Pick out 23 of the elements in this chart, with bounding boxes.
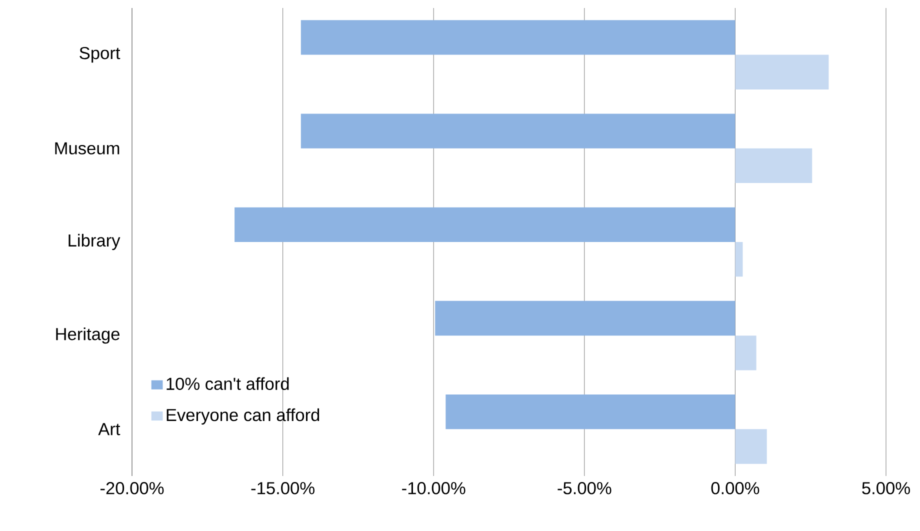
legend-label: 10% can't afford xyxy=(166,377,289,390)
bar xyxy=(735,148,812,184)
bar xyxy=(300,20,736,55)
bar xyxy=(735,242,743,277)
x-tick-label: -15.00% xyxy=(251,482,314,494)
bar xyxy=(735,429,767,464)
x-tick-label: 5.00% xyxy=(862,482,910,494)
y-tick-label: Library xyxy=(68,234,120,250)
legend-label: Everyone can afford xyxy=(166,408,320,425)
bar xyxy=(435,300,736,336)
y-tick-label: Heritage xyxy=(56,328,120,344)
x-tick-label: 0.00% xyxy=(711,482,760,494)
bar xyxy=(234,207,736,242)
bar xyxy=(300,114,736,148)
y-tick-label: Sport xyxy=(80,46,120,63)
x-tick-label: -20.00% xyxy=(100,482,164,494)
x-tick-label: -5.00% xyxy=(558,482,612,494)
bar xyxy=(735,54,829,90)
y-tick-label: Art xyxy=(98,423,120,436)
bar xyxy=(446,394,736,430)
bar xyxy=(735,336,756,370)
y-tick-label: Museum xyxy=(55,142,120,154)
x-tick-label: -10.00% xyxy=(402,482,466,494)
